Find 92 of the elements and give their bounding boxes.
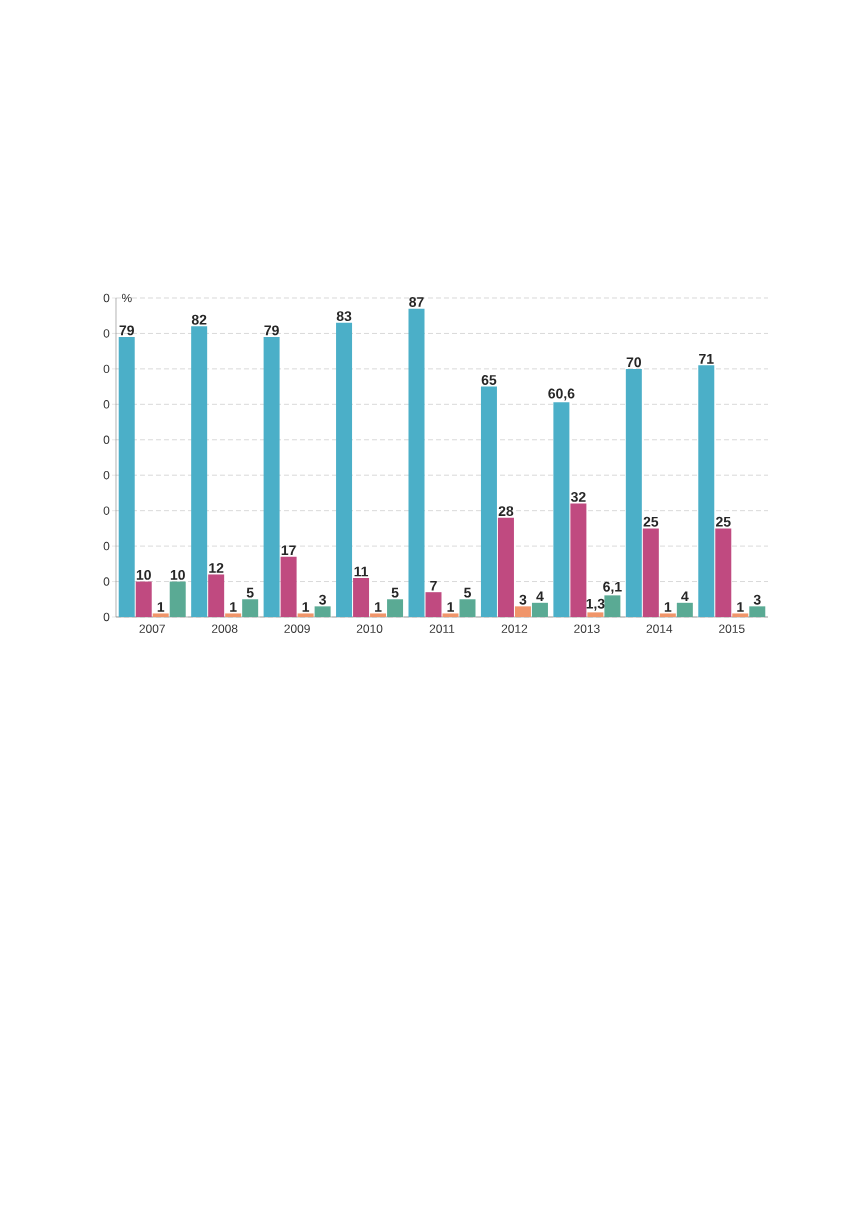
bar [587,612,604,617]
bar [732,613,749,617]
bar [370,613,387,617]
bar [225,613,242,617]
bar [353,578,370,617]
bar [336,322,353,617]
data-label: 3 [753,594,761,605]
bar [715,528,732,617]
data-label: 1 [302,602,310,612]
data-label: 1 [664,602,672,612]
bar [514,606,531,617]
data-label: 1 [230,602,237,612]
data-label: 3 [319,594,326,605]
bar [297,613,314,617]
data-label: 3 [519,594,527,605]
bar [169,581,186,617]
text: 0 [103,506,110,515]
data-label: 5 [246,587,254,598]
data-label: 4 [536,591,544,602]
text: 0 [103,577,110,586]
bar [625,368,642,617]
data-label: 71 [699,354,714,364]
data-label: 12 [209,563,224,573]
bar [263,336,280,617]
data-label: 1 [447,602,454,612]
data-label: 17 [281,545,296,556]
bar [152,613,169,617]
data-label: 60,6 [548,388,575,401]
data-label: 65 [481,375,497,385]
bar [531,602,548,617]
x-tick-label: 2011 [429,624,455,633]
text: 0 [103,612,110,622]
bar [442,613,459,617]
bar [642,528,659,617]
data-label: 32 [570,491,586,502]
data-label: 5 [464,587,471,598]
bar [208,574,225,617]
data-label: 70 [626,357,642,368]
y-axis-title: % [121,293,132,303]
data-label: 10 [170,569,185,580]
data-label: 10 [136,569,151,580]
data-label: 82 [191,314,207,325]
text: 0 [103,435,110,444]
text: 0 [103,293,110,303]
text: 0 [103,400,110,409]
data-label: 1 [737,602,744,612]
data-label: 79 [264,325,279,336]
bar [191,326,208,617]
data-label: 25 [716,516,731,527]
data-label: 79 [119,325,134,336]
bar [676,602,693,617]
data-label: 4 [681,591,689,602]
x-tick-label: 2012 [501,624,528,633]
bar [497,517,514,617]
x-tick-label: 2010 [356,624,383,633]
text: 0 [103,364,110,374]
text: 0 [103,329,110,338]
x-tick-label: 2015 [719,624,745,633]
data-label: 11 [354,566,369,577]
bar [280,556,297,617]
data-label: 25 [643,516,659,527]
bar [118,336,135,617]
data-label: 1,3 [586,598,605,611]
bar [659,613,676,617]
data-label: 6,1 [603,581,622,594]
x-tick-label: 2009 [284,624,310,633]
bar [553,402,570,617]
data-label: 28 [498,506,514,517]
bar [425,592,442,617]
data-label: 1 [375,602,382,612]
bar [749,606,766,617]
bar [314,606,331,617]
x-tick-label: 2008 [211,624,238,633]
bar [570,503,587,617]
data-label: 7 [430,580,437,591]
text: 0 [103,541,110,551]
bar [698,365,715,617]
text: 0 [103,470,110,480]
x-tick-label: 2014 [646,624,673,633]
x-tick-label: 2013 [574,624,600,633]
bar [480,386,497,617]
bar [459,599,476,617]
bar [408,308,425,617]
bar [242,599,259,617]
bar [387,599,404,617]
data-label: 5 [391,587,399,598]
data-label: 87 [409,297,424,307]
data-label: 1 [157,602,165,612]
bar [604,595,621,617]
x-tick-label: 2007 [139,624,165,633]
data-label: 83 [336,311,352,322]
bar [135,581,152,617]
